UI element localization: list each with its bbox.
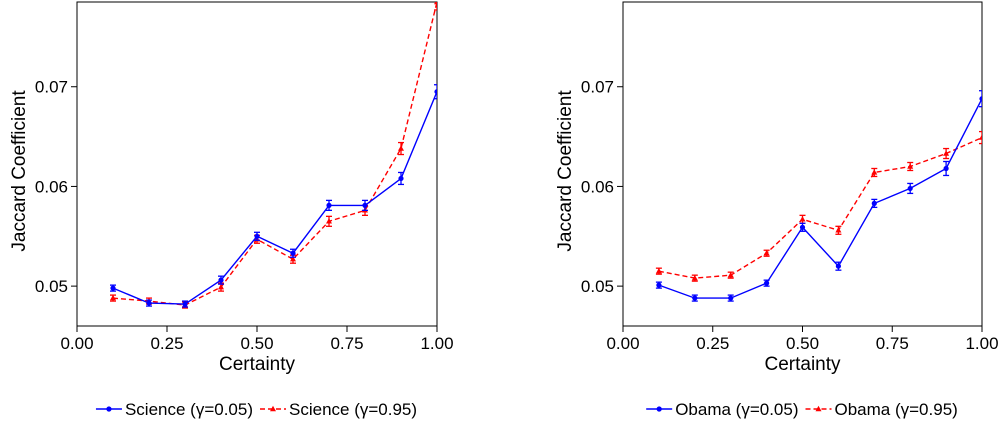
data-point bbox=[799, 224, 806, 230]
x-tick-label: 0.75 bbox=[876, 334, 909, 353]
data-point bbox=[290, 256, 296, 262]
data-point bbox=[835, 227, 842, 233]
data-point bbox=[979, 134, 982, 140]
data-point bbox=[907, 163, 914, 169]
legend-marker bbox=[656, 406, 662, 412]
data-point bbox=[218, 283, 224, 290]
series-line bbox=[112, 91, 437, 305]
legend-label: Obama (γ=0.05) bbox=[675, 400, 798, 419]
data-point bbox=[655, 267, 662, 274]
data-point bbox=[110, 294, 116, 301]
data-point bbox=[799, 216, 806, 222]
y-axis-title: Jaccard Coefficient bbox=[555, 90, 576, 252]
data-point bbox=[326, 202, 332, 208]
x-tick-label: 1.00 bbox=[420, 334, 453, 353]
plot-frame bbox=[76, 1, 438, 327]
data-point bbox=[656, 282, 662, 288]
series-1 bbox=[110, 84, 437, 308]
data-point bbox=[692, 295, 698, 301]
y-tick-label: 0.07 bbox=[581, 78, 614, 97]
data-point bbox=[835, 263, 842, 269]
data-point bbox=[907, 185, 913, 192]
data-point bbox=[763, 250, 770, 256]
x-tick-label: 0.00 bbox=[606, 334, 639, 353]
data-point bbox=[943, 150, 950, 156]
data-point bbox=[434, 2, 437, 5]
data-point bbox=[326, 218, 332, 224]
x-tick-label: 0.25 bbox=[696, 334, 729, 353]
chart-panel-1: 0.00 0.25 0.50 0.75 1.00 0.05 0.06 0.07 Certaint… bbox=[9, 1, 454, 419]
data-point bbox=[871, 169, 878, 175]
plot-area bbox=[110, 2, 437, 309]
data-point bbox=[434, 89, 437, 95]
legend-marker bbox=[270, 405, 276, 412]
series-2 bbox=[655, 130, 982, 282]
data-point bbox=[727, 271, 734, 278]
x-tick-label: 0.50 bbox=[240, 334, 273, 353]
x-axis-title: Certainty bbox=[219, 354, 296, 375]
x-tick-label: 0.00 bbox=[60, 334, 93, 353]
legend-label: Science (γ=0.05) bbox=[125, 400, 253, 419]
series-line bbox=[658, 136, 982, 279]
series-1 bbox=[655, 90, 982, 302]
y-tick-label: 0.05 bbox=[35, 277, 68, 296]
data-point bbox=[398, 145, 404, 151]
plot-frame bbox=[622, 1, 983, 327]
legend-marker bbox=[815, 405, 822, 412]
data-point bbox=[871, 200, 877, 206]
y-tick-label: 0.07 bbox=[35, 78, 68, 97]
chart-panel-2: 0.00 0.25 0.50 0.75 1.00 0.05 0.06 0.07 Certaint… bbox=[555, 1, 999, 419]
data-point bbox=[254, 233, 260, 239]
data-point bbox=[764, 280, 770, 286]
data-point bbox=[182, 301, 188, 307]
legend-marker bbox=[106, 406, 112, 412]
y-axis-title: Jaccard Coefficient bbox=[9, 90, 30, 252]
data-point bbox=[728, 295, 734, 301]
x-axis-title: Certainty bbox=[764, 354, 841, 375]
legend: Science (γ=0.05) Science (γ=0.95) bbox=[95, 400, 417, 419]
data-point bbox=[979, 96, 982, 102]
data-point bbox=[290, 250, 296, 256]
series-line bbox=[658, 98, 982, 299]
data-point bbox=[691, 274, 698, 281]
x-tick-label: 1.00 bbox=[965, 334, 998, 353]
data-point bbox=[362, 202, 368, 208]
legend-label: Obama (γ=0.95) bbox=[835, 400, 958, 419]
data-point bbox=[398, 175, 404, 182]
data-point bbox=[218, 277, 224, 283]
legend: Obama (γ=0.05) Obama (γ=0.95) bbox=[646, 400, 958, 419]
series-2 bbox=[110, 2, 437, 309]
x-tick-label: 0.75 bbox=[330, 334, 363, 353]
data-point bbox=[943, 165, 949, 172]
data-point bbox=[146, 300, 152, 306]
series-line bbox=[112, 2, 437, 306]
plot-area bbox=[655, 90, 982, 302]
x-tick-label: 0.25 bbox=[150, 334, 183, 353]
legend-label: Science (γ=0.95) bbox=[289, 400, 417, 419]
y-tick-label: 0.06 bbox=[35, 177, 68, 196]
y-tick-label: 0.05 bbox=[581, 277, 614, 296]
y-tick-label: 0.06 bbox=[581, 177, 614, 196]
x-tick-label: 0.50 bbox=[786, 334, 819, 353]
data-point bbox=[110, 285, 116, 291]
